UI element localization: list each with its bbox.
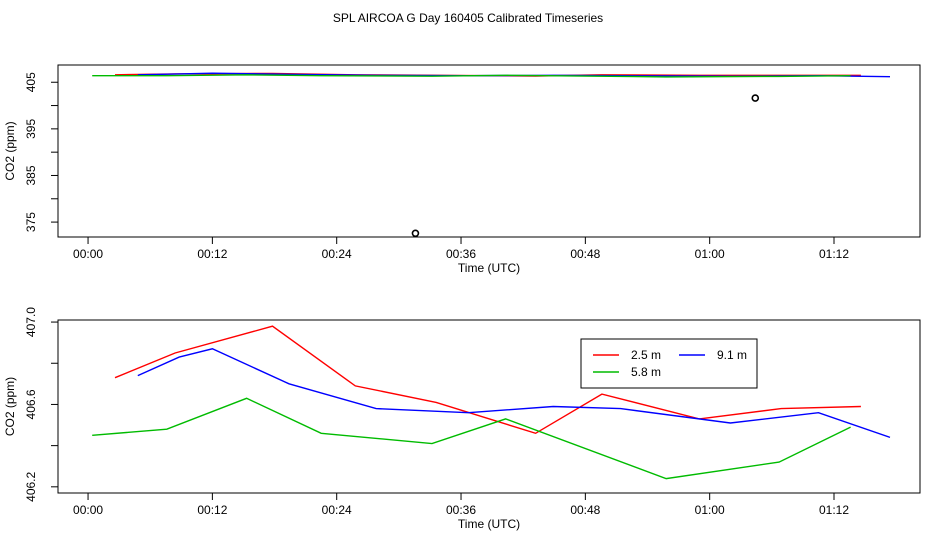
x-tick-label: 00:24 — [322, 247, 352, 261]
x-tick-label: 00:12 — [197, 247, 227, 261]
y-axis: 375 385 395 405 — [24, 72, 59, 232]
x-tick-label: 00:48 — [570, 247, 600, 261]
legend: 2.5 m 9.1 m 5.8 m — [580, 338, 758, 389]
y-tick-label: 406.2 — [24, 471, 38, 501]
figure-title: SPL AIRCOA G Day 160405 Calibrated Times… — [333, 11, 603, 25]
x-tick-label: 01:00 — [695, 247, 725, 261]
y-axis-label: CO2 (ppm) — [3, 377, 17, 436]
x-axis-label: Time (UTC) — [458, 517, 520, 531]
x-axis: 00:00 00:12 00:24 00:36 00:48 01:00 01:12 — [73, 492, 849, 517]
y-axis-label: CO2 (ppm) — [3, 121, 17, 180]
x-tick-label: 00:00 — [73, 247, 103, 261]
x-tick-label: 00:24 — [322, 503, 352, 517]
x-tick-label: 00:48 — [570, 503, 600, 517]
legend-box — [580, 338, 758, 389]
x-tick-label: 00:36 — [446, 247, 476, 261]
x-axis-label: Time (UTC) — [458, 261, 520, 275]
series-line-9-1-m — [137, 348, 891, 439]
x-tick-label: 01:00 — [695, 503, 725, 517]
y-axis: 406.2 406.6 407.0 — [24, 307, 59, 502]
series-line-5-8-m — [92, 397, 851, 480]
series-line-2 — [92, 74, 851, 78]
x-tick-label: 00:12 — [197, 503, 227, 517]
x-axis: 00:00 00:12 00:24 00:36 00:48 01:00 01:12 — [73, 236, 849, 261]
x-tick-label: 01:12 — [819, 247, 849, 261]
y-tick-label: 405 — [24, 72, 38, 92]
x-tick-label: 00:36 — [446, 503, 476, 517]
y-tick-label: 407.0 — [24, 307, 38, 337]
x-tick-label: 01:12 — [819, 503, 849, 517]
legend-label: 9.1 m — [717, 348, 747, 362]
plot-area — [92, 325, 891, 480]
plot-area — [92, 72, 891, 238]
y-tick-label: 406.6 — [24, 389, 38, 419]
legend-label: 5.8 m — [631, 365, 661, 379]
x-tick-label: 00:00 — [73, 503, 103, 517]
y-tick-label: 385 — [24, 165, 38, 185]
y-tick-label: 395 — [24, 119, 38, 139]
series-line-2-5-m — [114, 325, 861, 435]
plot-frame — [57, 64, 921, 238]
chart-panel-bottom: 00:00 00:12 00:24 00:36 00:48 01:00 01:12 406.… — [3, 307, 921, 531]
plot-frame — [57, 319, 921, 494]
legend-label: 2.5 m — [631, 348, 661, 362]
outlier-point — [751, 94, 760, 102]
y-tick-label: 375 — [24, 212, 38, 232]
chart-panel-top: 00:00 00:12 00:24 00:36 00:48 01:00 01:12 3753… — [3, 64, 921, 275]
outlier-point — [411, 229, 420, 238]
